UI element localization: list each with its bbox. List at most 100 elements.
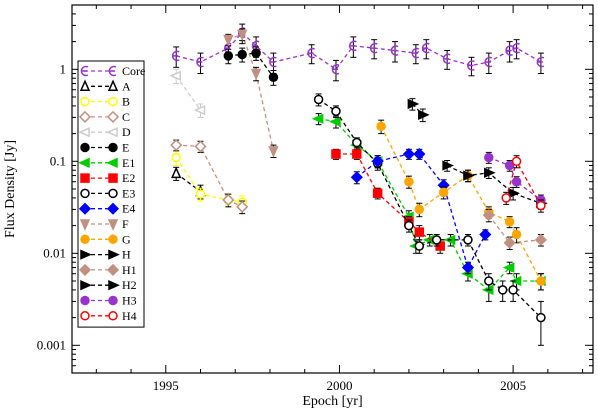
legend-marker [79, 79, 91, 92]
data-point-core [171, 50, 180, 62]
legend-label: B [122, 95, 130, 109]
data-point-e4 [413, 147, 426, 161]
series-h2 [407, 98, 430, 123]
data-point-e1 [329, 116, 341, 127]
error-bar [423, 39, 430, 60]
legend-label: H1 [122, 263, 137, 277]
y-tick-label: 0.1 [50, 153, 66, 168]
legend-label: E2 [122, 171, 135, 185]
data-point-e3 [484, 276, 494, 286]
legend-marker [106, 202, 120, 215]
axes: 1995 2000 2005 0.001 0.01 0.1 1 [37, 4, 594, 393]
data-point-e3 [431, 235, 442, 245]
series-line-b [175, 157, 243, 203]
data-point-d [169, 70, 181, 81]
data-point-d [193, 104, 206, 116]
legend-item-e2: E2 [80, 171, 135, 185]
legend-marker [80, 65, 89, 77]
data-point-h4 [511, 156, 522, 167]
legend-marker [80, 142, 90, 153]
legend-marker [107, 219, 119, 231]
data-point-core [536, 56, 545, 68]
data-point-f [237, 29, 248, 42]
data-point-e3 [508, 285, 518, 295]
data-point-e4 [479, 228, 492, 241]
legend-marker [106, 127, 118, 138]
series-h1 [482, 208, 547, 250]
y-tick-label: 0.01 [43, 245, 66, 260]
legend-marker [80, 96, 90, 107]
legend-label: H2 [122, 278, 137, 292]
legend-label: E [122, 141, 129, 155]
data-point-core [422, 42, 430, 54]
data-point-e3 [536, 312, 546, 323]
legend-label: H4 [122, 309, 137, 323]
series-line-g [380, 126, 542, 282]
data-point-e4 [371, 155, 384, 168]
data-point-b [195, 189, 206, 199]
series-line-h3 [488, 156, 542, 201]
series-line-c [176, 144, 243, 208]
legend-label: E4 [122, 202, 135, 216]
data-point-e [223, 51, 234, 61]
data-point-core [512, 42, 520, 54]
data-point-e3 [414, 241, 425, 251]
data-point-core [269, 56, 277, 68]
legend-marker [108, 173, 118, 183]
legend-item-c: C [78, 110, 130, 124]
data-point-g [414, 204, 425, 215]
data-point-e2 [372, 188, 383, 198]
data-point-g [404, 176, 414, 187]
data-point-core [484, 56, 493, 68]
legend-marker [108, 65, 117, 77]
legend-marker [78, 110, 92, 123]
legend-label: G [122, 232, 131, 246]
data-point-e4 [461, 261, 475, 274]
data-point-h2 [418, 109, 430, 120]
legend-marker [78, 157, 90, 168]
error-bar [513, 39, 520, 60]
legend-marker [106, 157, 118, 168]
legend-marker [108, 234, 118, 245]
legend-marker [80, 234, 90, 245]
data-point-e3 [497, 285, 508, 295]
legend-item-h4: H4 [80, 309, 137, 323]
data-point-e3 [331, 106, 341, 117]
data-point-g [511, 229, 522, 240]
legend-marker [106, 263, 120, 276]
data-point-core [331, 64, 340, 75]
data-point-h3 [511, 176, 522, 187]
y-tick-label: 1 [60, 61, 67, 76]
data-point-h3 [484, 152, 494, 163]
legend-label: Core [122, 64, 145, 78]
data-point-e1 [311, 113, 324, 124]
x-tick-label: 2000 [326, 378, 352, 393]
data-point-e4 [402, 147, 415, 161]
data-point-f [223, 34, 234, 47]
data-point-h [463, 170, 475, 181]
data-point-h1 [482, 209, 495, 222]
series-d [169, 68, 206, 118]
data-point-e3 [352, 137, 362, 148]
series-g [376, 119, 546, 291]
error-bar [537, 300, 544, 346]
error-bar [412, 44, 419, 65]
legend-marker [78, 127, 90, 138]
legend-marker [80, 311, 90, 321]
x-axis-title: Epoch [yr] [302, 394, 362, 409]
data-point-core [467, 60, 475, 71]
legend-item-h2: H2 [80, 278, 137, 292]
error-bar [506, 41, 513, 63]
legend-marker [106, 110, 120, 123]
legend-marker [80, 295, 90, 306]
legend-marker [107, 79, 119, 92]
legend-item-h: H [80, 248, 131, 262]
data-point-core [390, 45, 399, 56]
legend-marker [108, 142, 118, 153]
error-bar [308, 44, 315, 65]
error-bar [371, 39, 378, 60]
series-e [223, 46, 279, 86]
data-point-f [268, 146, 279, 158]
